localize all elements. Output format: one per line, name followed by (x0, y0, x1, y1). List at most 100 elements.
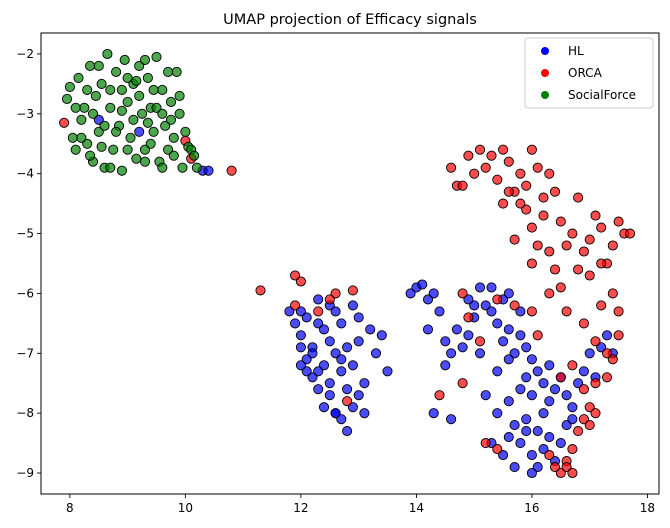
data-point-socialforce (171, 66, 182, 77)
data-point-orca (590, 336, 601, 347)
data-point-orca (521, 180, 532, 191)
data-point-hl (417, 279, 428, 290)
data-point-socialforce (116, 165, 127, 176)
data-point-socialforce (137, 108, 148, 119)
data-point-socialforce (73, 72, 84, 83)
data-point-hl (469, 300, 480, 311)
data-point-orca (492, 444, 503, 455)
data-point-orca (498, 144, 509, 155)
data-point-socialforce (85, 150, 96, 161)
data-point-socialforce (134, 90, 145, 101)
data-point-socialforce (174, 108, 185, 119)
data-point-orca (457, 288, 468, 299)
data-point-orca (498, 198, 509, 209)
y-tick-label: −6 (16, 286, 34, 300)
data-point-hl (584, 348, 595, 359)
data-point-orca (555, 372, 566, 383)
data-point-orca (532, 330, 543, 341)
data-point-hl (538, 444, 549, 455)
data-point-socialforce (93, 60, 104, 71)
data-point-orca (521, 204, 532, 215)
data-point-orca (625, 228, 636, 239)
data-point-socialforce (102, 48, 113, 60)
data-point-orca (561, 240, 572, 251)
data-point-hl (342, 426, 353, 437)
data-point-hl (324, 390, 335, 401)
data-point-hl (347, 300, 358, 311)
y-tick-label: −4 (16, 167, 34, 181)
data-point-socialforce (96, 141, 107, 152)
data-point-hl (353, 336, 364, 347)
data-point-hl (538, 408, 549, 419)
data-point-socialforce (151, 51, 162, 62)
data-point-hl (503, 432, 514, 443)
x-tick-label: 8 (66, 501, 74, 515)
data-point-orca (590, 378, 601, 389)
data-point-hl (428, 288, 439, 299)
data-point-hl (422, 324, 434, 335)
data-point-hl (526, 390, 537, 401)
data-point-socialforce (61, 93, 73, 104)
data-point-hl (521, 414, 532, 425)
data-point-orca (549, 186, 561, 197)
data-point-hl (295, 306, 306, 317)
data-point-orca (324, 294, 335, 305)
data-point-socialforce (163, 66, 174, 77)
data-point-hl (526, 354, 537, 365)
data-point-orca (567, 444, 578, 455)
data-point-orca (607, 240, 618, 251)
data-point-socialforce (76, 114, 87, 125)
data-point-hl (515, 306, 526, 317)
data-point-hl (509, 348, 520, 359)
data-point-orca (434, 390, 445, 401)
data-point-orca (480, 162, 491, 173)
data-point-orca (538, 210, 549, 221)
data-point-orca (226, 165, 237, 176)
data-point-socialforce (111, 66, 122, 77)
data-point-orca (290, 270, 301, 281)
data-point-hl (376, 330, 387, 341)
legend: HL ORCA SocialForce (524, 37, 654, 109)
data-point-hl (567, 414, 578, 425)
y-tick-label: −8 (16, 406, 34, 420)
x-tick-label: 18 (640, 501, 655, 515)
data-point-socialforce (67, 132, 78, 143)
data-point-orca (544, 168, 555, 179)
data-point-hl (365, 324, 376, 335)
data-point-orca (342, 396, 353, 407)
data-point-hl (295, 360, 306, 371)
data-point-hl (532, 426, 543, 437)
legend-marker-hl (541, 47, 549, 55)
data-point-socialforce (116, 105, 127, 116)
data-point-hl (601, 330, 613, 341)
data-point-socialforce (139, 54, 151, 65)
data-point-orca (607, 354, 618, 365)
data-point-hl (203, 165, 214, 176)
data-point-socialforce (145, 138, 156, 149)
data-point-orca (486, 150, 497, 161)
data-point-socialforce (105, 162, 116, 173)
data-point-hl (561, 390, 572, 401)
data-point-hl (521, 342, 532, 353)
data-point-orca (573, 426, 584, 437)
data-point-orca (295, 276, 306, 287)
data-point-hl (313, 366, 324, 377)
data-point-orca (549, 462, 561, 473)
data-point-orca (573, 192, 584, 203)
y-tick-label: −3 (16, 107, 34, 121)
data-point-orca (596, 222, 607, 233)
data-point-hl (295, 342, 306, 353)
data-point-orca (601, 372, 613, 383)
data-point-hl (290, 318, 301, 329)
data-point-hl (492, 408, 503, 419)
data-point-hl (474, 282, 486, 293)
x-tick-label: 16 (524, 501, 539, 515)
data-point-hl (555, 438, 566, 449)
data-point-orca (613, 216, 624, 227)
data-point-orca (290, 300, 301, 311)
data-point-hl (538, 378, 549, 389)
data-point-socialforce (142, 117, 153, 128)
data-point-hl (549, 384, 561, 395)
data-point-hl (353, 390, 364, 401)
data-point-orca (526, 258, 537, 269)
